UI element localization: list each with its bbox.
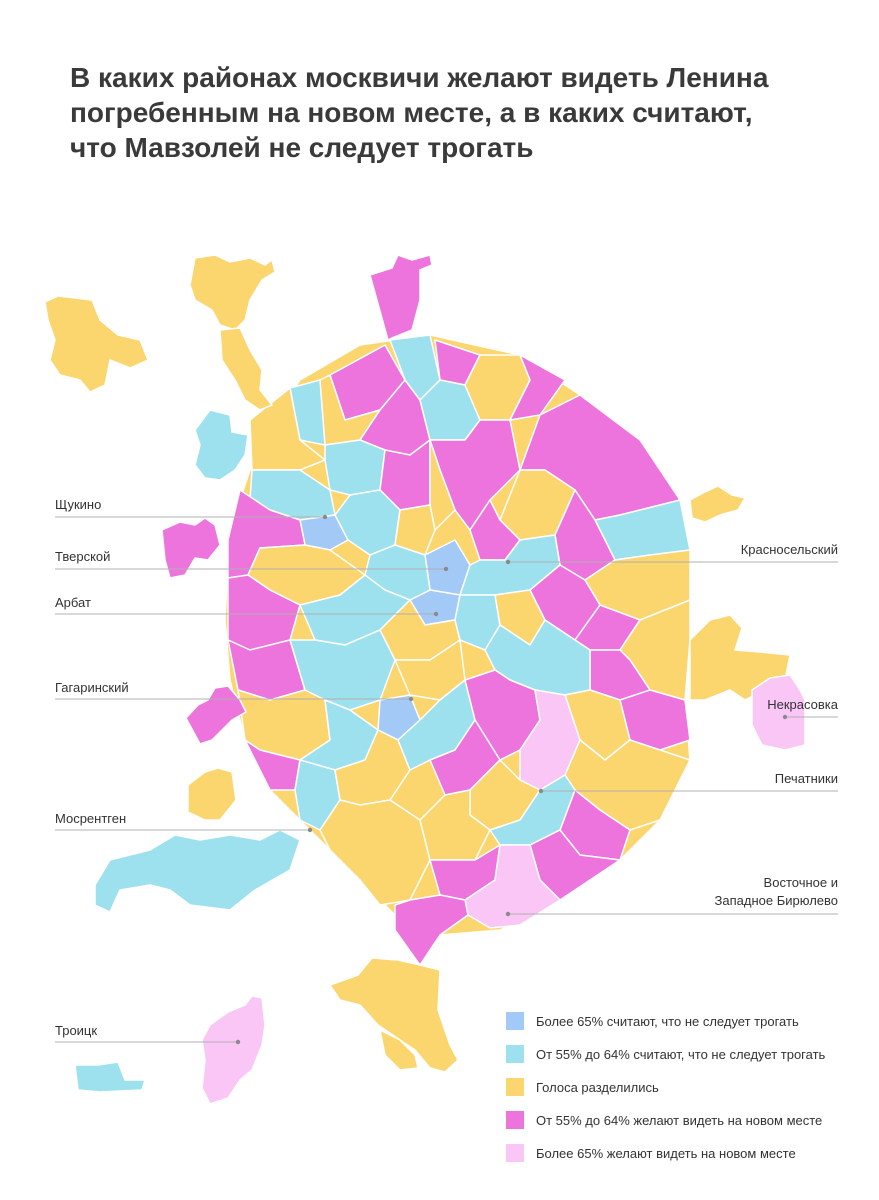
label-biryulevo-line2: Западное Бирюлево (714, 893, 838, 908)
district-far-west-4 (185, 685, 247, 745)
legend-label: Более 65% считают, что не следует трогат… (536, 1013, 799, 1029)
title-line-2: погребенным на новом месте, а в каких сч… (70, 97, 753, 128)
label-biryulevo-line1: Восточное и (763, 875, 838, 890)
map-title: В каких районах москвичи желают видеть Л… (70, 60, 830, 165)
legend-swatch (506, 1144, 524, 1162)
title-line-3: что Мавзолей не следует трогать (70, 132, 534, 163)
legend-swatch (506, 1078, 524, 1096)
label-gagarinsky: Гагаринский (55, 680, 129, 695)
callout-dot-tverskoy (443, 566, 449, 572)
district-zelenograd-2 (219, 327, 273, 411)
callout-dot-nekrasovka (782, 714, 788, 720)
label-nekrasovka: Некрасовка (767, 697, 838, 712)
legend-item: Более 65% желают видеть на новом месте (506, 1142, 825, 1164)
label-arbat: Арбат (55, 595, 91, 610)
district-north-ext (369, 254, 433, 341)
callout-dot-biryulevo (505, 911, 511, 917)
callout-dot-shchukino (322, 514, 328, 520)
label-krasnoselsky: Красносельский (740, 542, 838, 557)
callout-dot-troitsk (235, 1039, 241, 1045)
district-south-ext-1 (329, 957, 459, 1073)
legend-label: От 55% до 64% желают видеть на новом мес… (536, 1112, 823, 1128)
legend-item: Более 65% считают, что не следует трогат… (506, 1010, 825, 1032)
district-far-sw (74, 1061, 146, 1093)
district-n-5 (509, 354, 566, 421)
callout-dot-pechatniki (538, 788, 544, 794)
legend: Более 65% считают, что не следует трогат… (506, 1010, 825, 1175)
district-nekrasovka (751, 674, 806, 751)
district-far-west-5 (187, 767, 237, 821)
legend-label: Более 65% желают видеть на новом месте (536, 1145, 796, 1161)
legend-item: Голоса разделились (506, 1076, 825, 1098)
legend-swatch (506, 1012, 524, 1030)
district-far-west-6 (94, 829, 301, 913)
legend-item: От 55% до 64% желают видеть на новом мес… (506, 1109, 825, 1131)
callout-dot-krasnoselsky (505, 559, 511, 565)
label-shchukino: Щукино (55, 497, 102, 512)
district-far-east-2 (689, 614, 791, 701)
legend-swatch (506, 1111, 524, 1129)
label-pechatniki: Печатники (774, 771, 838, 786)
legend-swatch (506, 1045, 524, 1063)
district-sw-6 (319, 799, 431, 906)
district-troitsk (201, 995, 266, 1105)
district-n-8 (394, 504, 436, 556)
district-far-west-2 (194, 409, 249, 481)
district-far-east-1 (689, 485, 746, 523)
district-nw-7 (324, 439, 386, 496)
district-far-west-1 (44, 295, 149, 393)
label-tverskoy: Тверской (55, 549, 111, 564)
district-n-7 (429, 439, 456, 531)
district-zelenograd-1 (189, 254, 276, 331)
district-s-10 (394, 894, 469, 966)
callout-dot-arbat (433, 611, 439, 617)
label-mosrentgen: Мосрентген (55, 811, 127, 826)
district-far-west-3 (161, 517, 221, 579)
legend-label: Голоса разделились (536, 1079, 659, 1095)
legend-item: От 55% до 64% считают, что не следует тр… (506, 1043, 825, 1065)
legend-label: От 55% до 64% считают, что не следует тр… (536, 1046, 826, 1062)
label-troitsk: Троицк (55, 1023, 98, 1038)
district-south-ext-2 (379, 1029, 419, 1071)
district-gagarinsky (289, 629, 396, 711)
callout-dot-mosrentgen (307, 827, 313, 833)
title-line-1: В каких районах москвичи желают видеть Л… (70, 62, 769, 93)
callout-dot-gagarinsky (408, 696, 414, 702)
